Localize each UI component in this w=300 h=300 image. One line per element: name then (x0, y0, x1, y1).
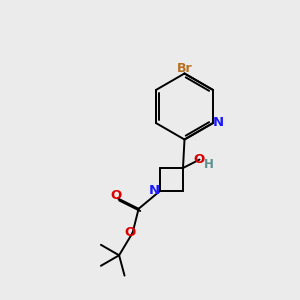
Text: H: H (204, 158, 213, 171)
Text: N: N (213, 116, 224, 130)
Text: O: O (110, 189, 122, 203)
Text: O: O (124, 226, 136, 239)
Text: Br: Br (177, 61, 192, 75)
Text: N: N (149, 184, 160, 197)
Text: O: O (194, 153, 205, 166)
